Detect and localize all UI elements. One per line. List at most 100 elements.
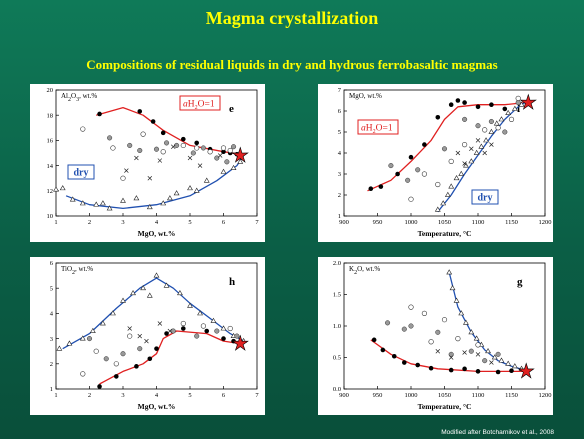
open-point [207, 149, 213, 155]
cross-point [167, 328, 173, 334]
x-axis-label: MgO, wt.% [138, 229, 176, 238]
hydrous-point [150, 119, 156, 124]
x-tick-label: 6 [222, 219, 226, 226]
open-point [421, 310, 427, 317]
hydrous-point [391, 353, 397, 359]
open-point [227, 147, 233, 154]
intermediate-point [475, 123, 481, 129]
y-tick-label: 1.5 [333, 292, 341, 299]
cross-point [187, 155, 193, 161]
hydrous-point [164, 331, 169, 336]
cross-point [147, 175, 153, 181]
dry-point [120, 297, 126, 303]
intermediate-point [190, 150, 196, 156]
dry-point [220, 168, 227, 174]
label-text: dry [74, 168, 89, 179]
dry-point [491, 354, 498, 360]
dry-point [56, 345, 63, 351]
hydrous-point [495, 369, 501, 375]
hydrous-point [114, 374, 119, 379]
intermediate-point [488, 118, 494, 125]
dry-point [511, 105, 518, 111]
dry-point [478, 143, 485, 149]
y-tick-label: 5 [50, 285, 53, 292]
hydrous-point [455, 98, 461, 103]
x-tick-label: 950 [373, 392, 383, 399]
dry-point [448, 183, 455, 189]
dry-point [130, 290, 136, 296]
dry-point [93, 201, 100, 207]
open-point [227, 325, 233, 332]
cross-point [448, 355, 454, 360]
y-tick-label: 14 [47, 163, 54, 170]
dry-point [518, 101, 525, 107]
hydrous-point [462, 366, 467, 372]
cross-point [469, 146, 474, 152]
x-tick-label: 1150 [505, 219, 518, 226]
dry-point [453, 297, 460, 303]
open-point [180, 320, 186, 327]
hydrous-curve [99, 330, 241, 385]
cross-point [217, 153, 223, 158]
dry-point [146, 292, 153, 298]
hydrous-point [462, 100, 467, 105]
dry-point [463, 319, 469, 325]
intermediate-point [495, 351, 501, 357]
y-tick-label: 6 [338, 108, 342, 115]
dry-point [79, 200, 86, 206]
y-tick-label: 16 [47, 138, 54, 145]
dry-point [511, 363, 518, 369]
label-box [179, 95, 221, 111]
open-point [508, 116, 515, 123]
x-tick-label: 1000 [405, 219, 418, 226]
cross-point [134, 155, 139, 161]
hydrous-point [448, 102, 454, 107]
cross-point [482, 150, 487, 156]
panel-letter: h [229, 276, 235, 288]
y-tick-label: 10 [47, 213, 54, 220]
dry-point [505, 109, 512, 115]
dry-point [446, 269, 453, 275]
hydrous-point [134, 364, 139, 369]
starting-composition-star [231, 146, 249, 163]
dry-point [79, 335, 86, 341]
intermediate-point [448, 351, 454, 357]
dry-point [66, 340, 73, 346]
intermediate-point [200, 145, 206, 151]
dry-point [120, 197, 126, 203]
dry-point [166, 195, 173, 201]
x-tick-label: 3 [121, 219, 124, 226]
label-text: aH2O=1 [183, 100, 215, 112]
hydrous-point [380, 347, 386, 353]
intermediate-point [214, 155, 220, 161]
open-point [160, 149, 166, 155]
x-tick-label: 4 [155, 219, 159, 226]
intermediate-point [137, 147, 143, 154]
open-point [80, 126, 86, 132]
starting-composition-star [517, 362, 535, 379]
hydrous-curve [370, 339, 525, 373]
chart-panel-e: 1 2 3 4 5 6 7 10 12 14 16 18 20 Al2O3, wt.% MgO, wt.% e… [30, 84, 265, 242]
open-point [408, 304, 414, 310]
label-box [67, 164, 95, 180]
cross-point [124, 168, 129, 173]
open-point [428, 339, 434, 345]
cross-point [127, 326, 132, 331]
hydrous-label: aH2O=1 [179, 95, 221, 112]
y-tick-label: 12 [47, 188, 54, 195]
hydrous-point [181, 326, 186, 331]
intermediate-point [502, 129, 508, 135]
dry-label: dry [67, 164, 95, 180]
dry-point [146, 203, 153, 210]
open-point [495, 125, 501, 131]
hydrous-point [154, 346, 159, 351]
cross-point [462, 161, 467, 166]
dry-point [210, 317, 217, 323]
dry-point [173, 190, 180, 196]
y-tick-label: 1 [50, 386, 53, 393]
dry-point [99, 200, 106, 206]
dry-point [230, 164, 237, 171]
open-point [441, 317, 448, 323]
cross-point [137, 333, 142, 339]
hydrous-point [378, 184, 384, 189]
